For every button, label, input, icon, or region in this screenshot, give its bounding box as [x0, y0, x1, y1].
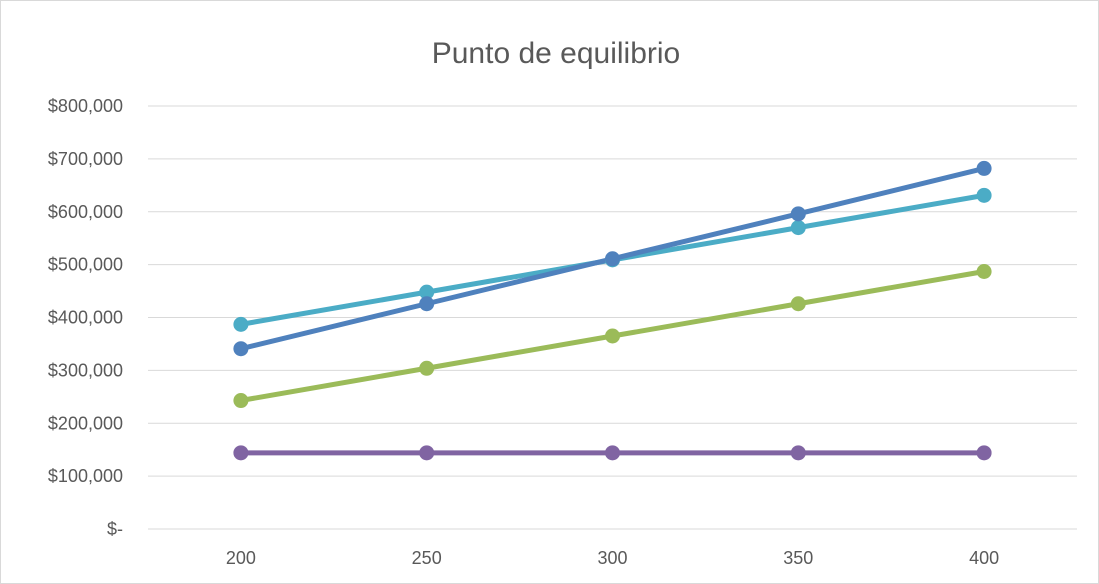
data-point	[605, 251, 620, 267]
y-tick-label: $300,000	[48, 360, 123, 380]
y-tick-label: $800,000	[48, 96, 123, 116]
data-point	[419, 360, 435, 376]
y-tick-label: $600,000	[48, 202, 123, 222]
x-tick-label: 200	[226, 548, 256, 568]
data-point	[419, 284, 435, 300]
data-point	[419, 296, 435, 312]
x-tick-label: 400	[969, 548, 999, 568]
x-tick-label: 300	[597, 548, 627, 568]
y-axis-tick-labels: $- $100,000 $200,000 $300,000 $400,000 $500,0…	[48, 96, 123, 539]
y-tick-label: $-	[107, 519, 123, 539]
data-point	[976, 160, 992, 176]
data-point	[605, 328, 620, 344]
data-point	[233, 393, 249, 409]
data-point	[605, 445, 620, 461]
data-point	[976, 445, 992, 461]
chart-title: Punto de equilibrio	[432, 37, 681, 70]
y-tick-label: $200,000	[48, 413, 123, 433]
data-point	[233, 445, 249, 461]
y-tick-label: $500,000	[48, 255, 123, 275]
x-tick-label: 350	[783, 548, 813, 568]
x-tick-label: 250	[412, 548, 442, 568]
data-point	[976, 263, 992, 279]
y-tick-label: $100,000	[48, 466, 123, 486]
series-lines	[238, 165, 987, 456]
data-point	[790, 220, 806, 236]
series-points	[233, 160, 992, 461]
x-axis-tick-labels: 200 250 300 350 400	[226, 548, 999, 568]
data-point	[233, 316, 249, 332]
y-tick-label: $700,000	[48, 149, 123, 169]
data-point	[233, 341, 249, 357]
data-point	[419, 445, 435, 461]
data-point	[790, 296, 806, 312]
data-point	[790, 445, 806, 461]
data-point	[976, 187, 992, 203]
y-tick-label: $400,000	[48, 308, 123, 328]
data-point	[790, 206, 806, 222]
